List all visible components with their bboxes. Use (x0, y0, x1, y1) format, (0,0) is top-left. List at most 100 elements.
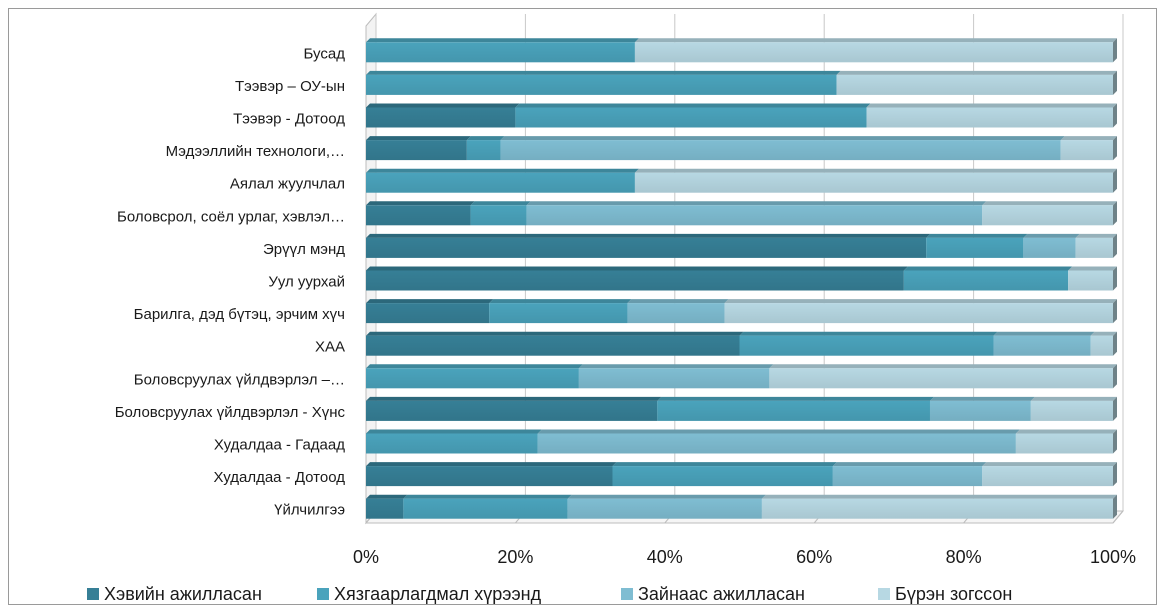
bar-top-face (366, 494, 408, 499)
bar-shading (403, 498, 568, 519)
legend-item-бүрэн-зогссон: Бүрэн зогссон (878, 584, 1012, 604)
bar-top-face (866, 103, 1117, 108)
bar-segment-хязгаарлагдмал-хүрээнд (366, 364, 583, 389)
bar-segment-хэвийн-ажилласан (366, 201, 475, 226)
category-label: Боловсруулах үйлдвэрлэл - Хүнс (115, 404, 346, 421)
category-label: Тээвэр – ОУ-ын (235, 78, 345, 95)
bar-row-худалдаа-гадаад (366, 429, 1117, 454)
bar-top-face (1030, 396, 1117, 401)
bar-segment-бүрэн-зогссон (836, 70, 1117, 95)
bar-shading (739, 335, 994, 356)
bar-shading (366, 400, 658, 421)
bar-top-face (929, 396, 1035, 401)
bar-row-барилга-дэд-бүтэц-эрчим-хүч (366, 299, 1117, 324)
bar-segment-бүрэн-зогссон (1060, 136, 1117, 161)
legend-swatch (621, 588, 633, 600)
bar-shading (1068, 270, 1113, 291)
bar-segment-хэвийн-ажилласан (366, 103, 520, 128)
bar-top-face (1015, 429, 1117, 434)
bar-segment-хэвийн-ажилласан (366, 396, 662, 421)
bar-top-face (366, 462, 617, 467)
bar-end-cap (1113, 168, 1117, 193)
bar-shading (769, 368, 1113, 389)
bar-segment-хэвийн-ажилласан (366, 136, 471, 161)
bar-segment-хязгаарлагдмал-хүрээнд (466, 136, 505, 161)
bar-segment-бүрэн-зогссон (1068, 266, 1117, 291)
bar-segment-зайнаас-ажилласан (993, 331, 1095, 356)
bar-top-face (634, 168, 1117, 173)
bar-shading (903, 270, 1069, 291)
bar-end-cap (1113, 70, 1117, 95)
bar-top-face (567, 494, 766, 499)
bar-shading (567, 498, 762, 519)
bar-segment-хязгаарлагдмал-хүрээнд (657, 396, 934, 421)
bar-segment-бүрэн-зогссон (1090, 331, 1117, 356)
bar-segment-хязгаарлагдмал-хүрээнд (926, 233, 1028, 258)
bar-segment-бүрэн-зогссон (769, 364, 1117, 389)
bar-shading (578, 368, 770, 389)
bar-row-бусад (366, 38, 1117, 63)
bar-shading (634, 42, 1113, 63)
bar-top-face (1023, 233, 1080, 238)
bar-shading (366, 433, 538, 454)
bar-shading (366, 205, 471, 226)
bar-segment-бүрэн-зогссон (724, 299, 1117, 324)
legend: Хэвийн ажилласан Хязгаарлагдмал хүрээнд За… (87, 584, 1012, 604)
category-label: Эрүүл мэнд (263, 241, 345, 258)
bar-segment-бүрэн-зогссон (634, 38, 1117, 63)
category-label: Мэдээллийн технологи,… (166, 143, 345, 160)
bar-segment-хэвийн-ажилласан (366, 462, 617, 487)
bar-top-face (769, 364, 1117, 369)
legend-item-зайнаас-ажилласан: Зайнаас ажилласан (621, 584, 805, 604)
category-label: Худалдаа - Гадаад (214, 437, 345, 454)
bar-top-face (634, 38, 1117, 43)
bar-top-face (832, 462, 987, 467)
bar-top-face (470, 201, 531, 206)
category-label: Барилга, дэд бүтэц, эрчим хүч (134, 306, 345, 323)
category-label: Худалдаа - Дотоод (214, 469, 346, 486)
x-tick-label: 100% (1090, 547, 1136, 567)
bar-shading (929, 400, 1031, 421)
category-label: Боловсрол, соёл урлаг, хэвлэл… (117, 208, 345, 225)
bar-top-face (466, 136, 505, 141)
bar-top-face (724, 299, 1117, 304)
x-axis-tick-labels: 0% 20% 40% 60% 80% 100% (353, 547, 1136, 567)
bar-shading (366, 107, 516, 128)
bar-top-face (1075, 233, 1117, 238)
bar-segment-хязгаарлагдмал-хүрээнд (903, 266, 1073, 291)
bar-shading (836, 74, 1113, 95)
bar-end-cap (1113, 494, 1117, 519)
bar-shading (489, 303, 628, 324)
bar-row-үйлчилгээ (366, 494, 1117, 519)
bar-shading (1060, 140, 1113, 161)
bar-segment-зайнаас-ажилласан (929, 396, 1035, 421)
bar-end-cap (1113, 462, 1117, 487)
bar-end-cap (1113, 136, 1117, 161)
bar-top-face (578, 364, 774, 369)
bar-shading (366, 368, 579, 389)
bar-segment-бүрэн-зогссон (1030, 396, 1117, 421)
bar-segment-хязгаарлагдмал-хүрээнд (489, 299, 632, 324)
bar-top-face (500, 136, 1065, 141)
bar-segment-зайнаас-ажилласан (1023, 233, 1080, 258)
bar-segment-хязгаарлагдмал-хүрээнд (366, 168, 639, 193)
legend-label: Хязгаарлагдмал хүрээнд (334, 584, 542, 604)
bar-end-cap (1113, 233, 1117, 258)
bar-top-face (366, 136, 471, 141)
bar-row-боловсруулах-үйлдвэрлэл-хүнс (366, 396, 1117, 421)
bar-segment-хэвийн-ажилласан (366, 299, 494, 324)
bar-top-face (761, 494, 1117, 499)
bar-top-face (366, 429, 542, 434)
bar-top-face (1068, 266, 1117, 271)
bar-end-cap (1113, 38, 1117, 63)
bar-row-худалдаа-дотоод (366, 462, 1117, 487)
bar-top-face (926, 233, 1028, 238)
bar-end-cap (1113, 266, 1117, 291)
gridline-floor (1112, 510, 1124, 524)
bar-end-cap (1113, 396, 1117, 421)
bar-top-face (366, 364, 583, 369)
legend-item-хэвийн-ажилласан: Хэвийн ажилласан (87, 584, 262, 604)
bar-row-тээвэр-дотоод (366, 103, 1117, 128)
bar-shading (366, 498, 404, 519)
bar-shading (612, 466, 833, 487)
